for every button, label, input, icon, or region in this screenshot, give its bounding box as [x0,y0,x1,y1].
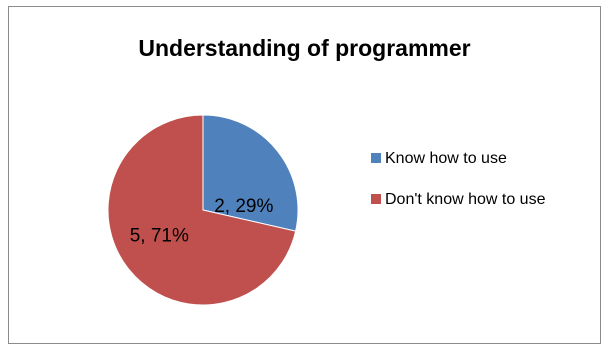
legend-item-dont-know-how-to-use: Don't know how to use [371,188,571,211]
pie-slice-know-how-to-use [202,114,299,232]
data-label: 2, 29% [214,196,273,217]
legend-swatch-dont-know-how-to-use [371,194,381,204]
legend-label: Don't know how to use [385,191,546,208]
legend-swatch-know-how-to-use [371,153,381,163]
pie-chart: 2, 29% 5, 71% [107,114,299,306]
data-label: 5, 71% [130,226,189,247]
chart-title: Understanding of programmer [138,35,471,61]
legend-item-know-how-to-use: Know how to use [371,147,571,170]
pie-slice-don-t-know-how-to-use [107,114,297,306]
chart-frame: Understanding of programmer 2, 29% 5, 71%… [8,6,601,344]
legend: Know how to use Don't know how to use [371,147,571,211]
legend-label: Know how to use [385,150,507,167]
